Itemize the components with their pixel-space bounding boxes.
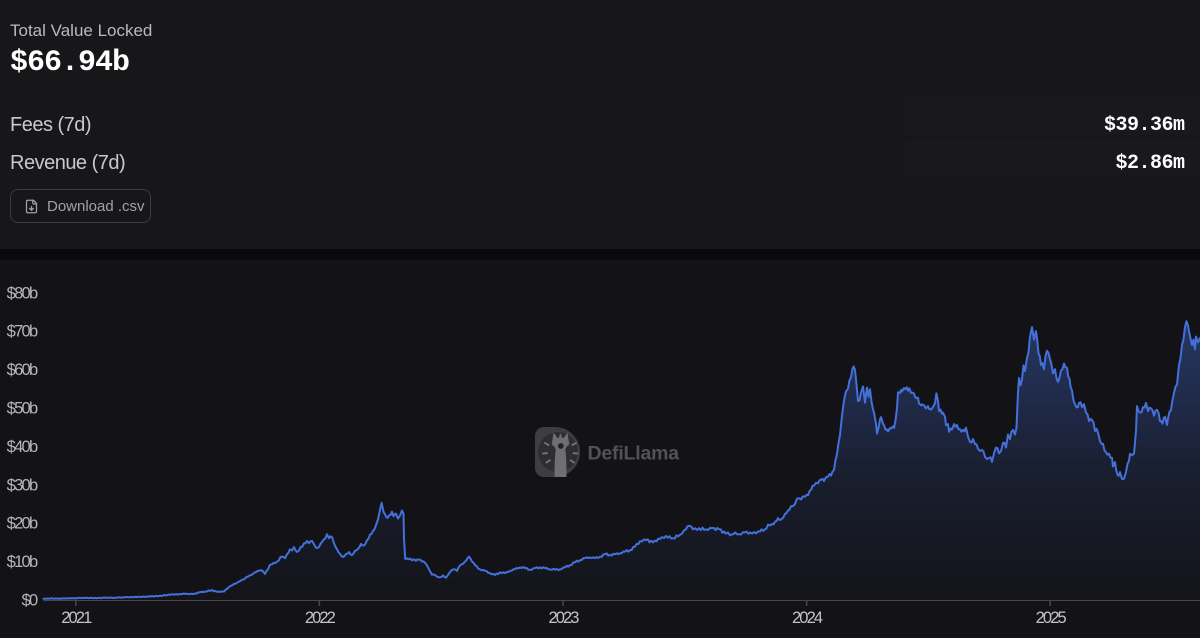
svg-text:$70b: $70b: [7, 323, 38, 341]
svg-text:$80b: $80b: [7, 284, 38, 302]
svg-text:2024: 2024: [792, 609, 823, 627]
svg-text:2025: 2025: [1036, 609, 1067, 627]
svg-text:$30b: $30b: [7, 476, 38, 494]
svg-text:$20b: $20b: [7, 515, 38, 533]
svg-text:$60b: $60b: [7, 361, 38, 379]
svg-text:2021: 2021: [61, 609, 92, 627]
svg-text:$10b: $10b: [7, 553, 38, 571]
svg-text:2022: 2022: [305, 609, 336, 627]
svg-text:$0: $0: [22, 592, 38, 610]
svg-text:$40b: $40b: [7, 438, 38, 456]
svg-text:$50b: $50b: [7, 400, 38, 418]
svg-text:2023: 2023: [548, 609, 579, 627]
svg-text:DefiLlama: DefiLlama: [588, 443, 680, 465]
